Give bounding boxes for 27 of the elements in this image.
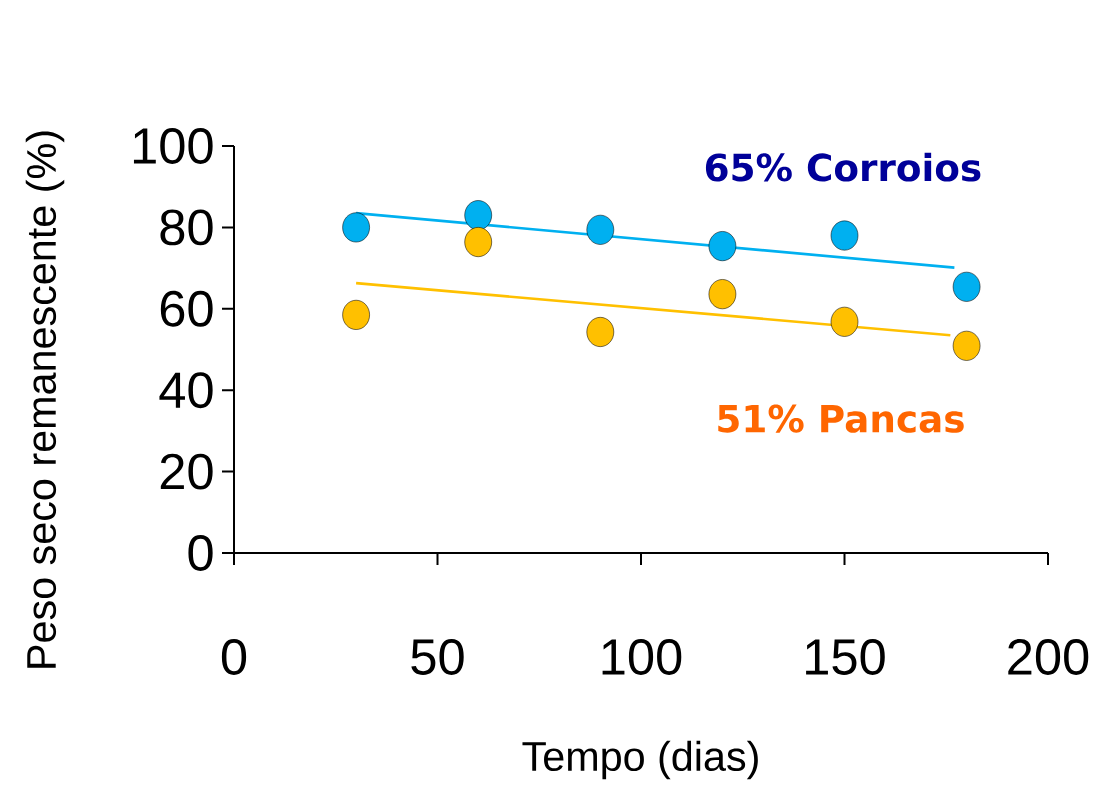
y-tick-label: 0 <box>188 535 213 571</box>
point <box>464 227 492 257</box>
x-tick-label: 100 <box>602 639 682 675</box>
annotation: 65% Corroios <box>705 152 981 182</box>
y-tick-label: 40 <box>159 372 213 409</box>
x-tick-label: 150 <box>806 639 885 675</box>
point <box>708 279 737 310</box>
y-axis-title: Peso seco remanescente (%) <box>25 131 65 668</box>
point <box>342 299 370 330</box>
x-axis-title: Tempo (dias) <box>522 740 758 780</box>
y-tick-label: 60 <box>160 290 213 327</box>
y-tick-label: 80 <box>160 209 213 246</box>
annotation: 51% Pancas <box>718 404 964 433</box>
point <box>830 220 859 251</box>
point <box>830 306 859 337</box>
y-tick-label: 20 <box>160 453 213 490</box>
x-tick-label: 50 <box>411 639 464 675</box>
point <box>586 317 615 347</box>
x-tick-label: 0 <box>221 639 247 675</box>
point <box>586 214 615 245</box>
point <box>952 330 981 361</box>
point <box>342 212 370 243</box>
point <box>952 271 981 302</box>
y-tick-label: 100 <box>133 128 213 164</box>
x-tick-label: 200 <box>1008 639 1089 675</box>
point <box>708 231 737 262</box>
point <box>464 200 492 231</box>
